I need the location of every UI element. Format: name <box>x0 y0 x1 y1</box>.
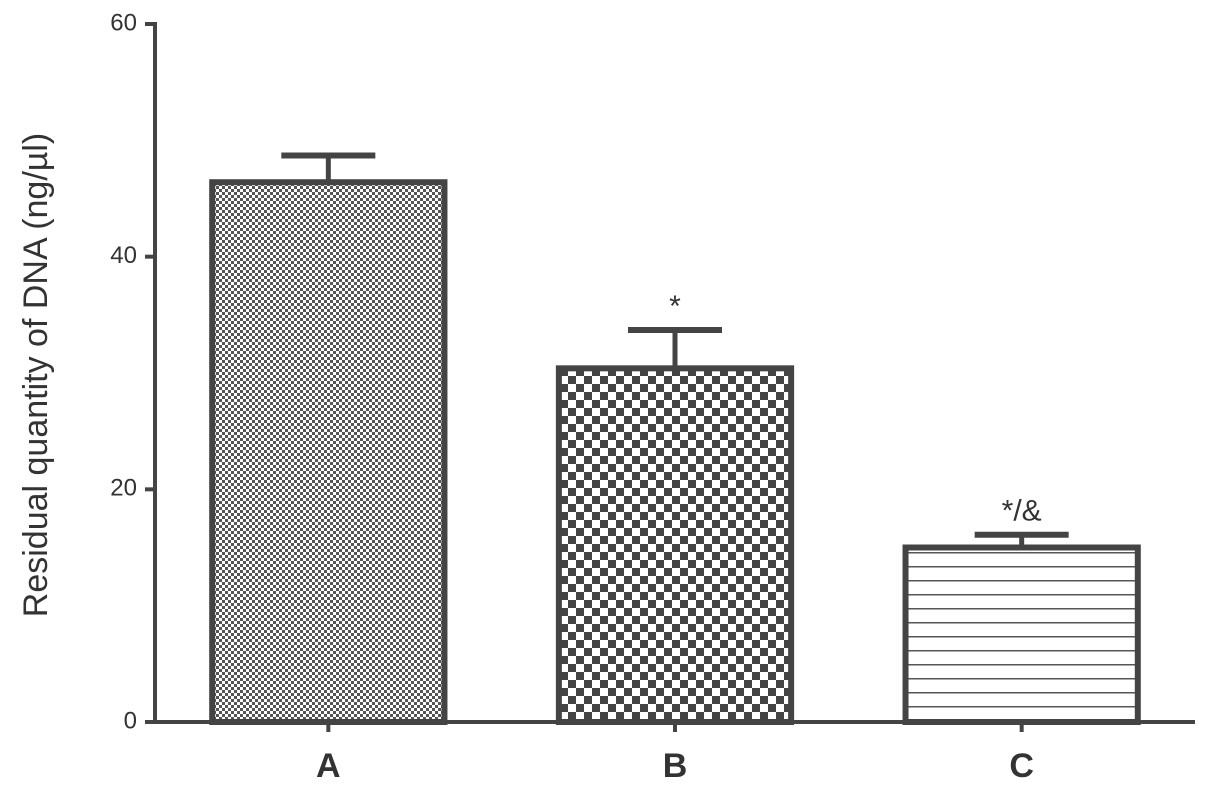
bar <box>209 179 448 726</box>
y-tick-label: 40 <box>110 242 137 269</box>
y-tick-label: 60 <box>110 9 137 36</box>
annotation: */& <box>1002 495 1042 528</box>
y-axis-label: Residual quantity of DNA (ng/µl) <box>17 133 55 617</box>
annotation: * <box>669 290 681 323</box>
x-tick-label: A <box>316 747 341 785</box>
x-tick-label: B <box>663 747 688 785</box>
bar <box>555 365 795 725</box>
y-tick-label: 0 <box>124 707 137 734</box>
x-tick-label: C <box>1009 747 1034 785</box>
bar <box>902 544 1141 725</box>
y-tick-label: 20 <box>110 475 137 502</box>
